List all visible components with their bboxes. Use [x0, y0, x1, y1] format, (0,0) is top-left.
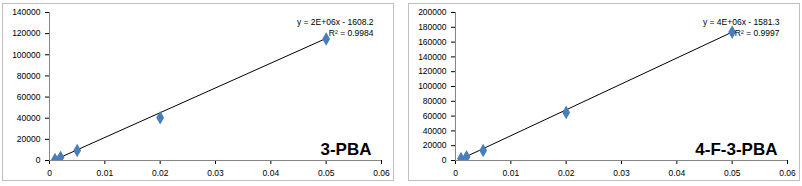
- svg-text:0.06: 0.06: [779, 168, 796, 178]
- svg-text:140000: 140000: [12, 7, 41, 17]
- svg-text:0.04: 0.04: [263, 168, 280, 178]
- svg-text:80000: 80000: [423, 96, 447, 106]
- svg-text:0.01: 0.01: [97, 168, 114, 178]
- svg-text:R² = 0.9997: R² = 0.9997: [735, 28, 780, 38]
- svg-text:100000: 100000: [418, 81, 447, 91]
- svg-text:0.05: 0.05: [724, 168, 741, 178]
- svg-text:160000: 160000: [418, 37, 447, 47]
- svg-text:80000: 80000: [17, 71, 41, 81]
- svg-text:140000: 140000: [418, 52, 447, 62]
- svg-text:60000: 60000: [423, 111, 447, 121]
- svg-text:3-PBA: 3-PBA: [320, 140, 371, 159]
- svg-text:180000: 180000: [418, 22, 447, 32]
- svg-text:200000: 200000: [418, 7, 447, 17]
- svg-text:0: 0: [442, 155, 447, 165]
- svg-text:0: 0: [36, 155, 41, 165]
- svg-text:y = 2E+06x - 1608.2: y = 2E+06x - 1608.2: [297, 17, 374, 27]
- svg-text:20000: 20000: [423, 140, 447, 150]
- svg-text:40000: 40000: [423, 126, 447, 136]
- svg-text:0.03: 0.03: [207, 168, 224, 178]
- svg-text:R² = 0.9984: R² = 0.9984: [329, 28, 374, 38]
- svg-text:0.03: 0.03: [613, 168, 630, 178]
- svg-text:0.04: 0.04: [669, 168, 686, 178]
- svg-text:4-F-3-PBA: 4-F-3-PBA: [695, 140, 777, 159]
- svg-text:0.05: 0.05: [318, 168, 335, 178]
- svg-text:0.02: 0.02: [152, 168, 169, 178]
- svg-text:0.01: 0.01: [503, 168, 520, 178]
- svg-text:20000: 20000: [17, 134, 41, 144]
- svg-text:0.02: 0.02: [558, 168, 575, 178]
- svg-text:40000: 40000: [17, 113, 41, 123]
- svg-text:0: 0: [47, 168, 52, 178]
- svg-text:y = 4E+06x - 1581.3: y = 4E+06x - 1581.3: [703, 17, 780, 27]
- svg-text:120000: 120000: [12, 28, 41, 38]
- svg-text:120000: 120000: [418, 66, 447, 76]
- svg-text:60000: 60000: [17, 92, 41, 102]
- svg-text:0.06: 0.06: [373, 168, 390, 178]
- svg-text:100000: 100000: [12, 50, 41, 60]
- svg-text:0: 0: [453, 168, 458, 178]
